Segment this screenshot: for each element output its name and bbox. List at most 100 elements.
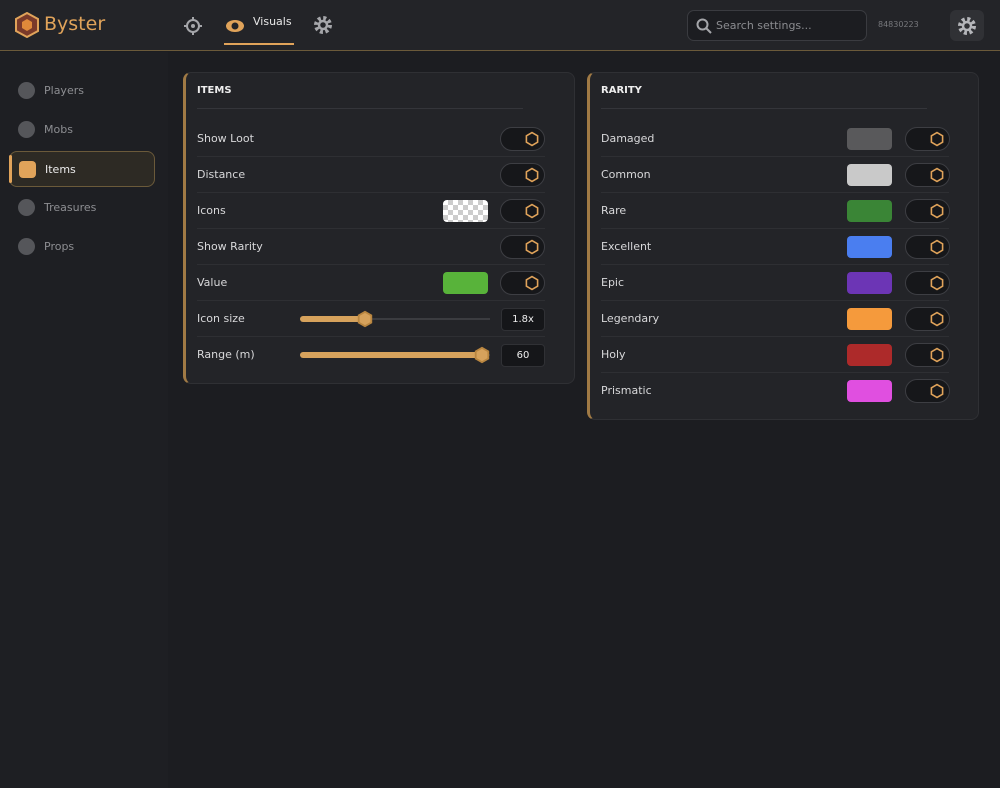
logo [15, 12, 39, 38]
setting-label: Show Loot [197, 132, 254, 145]
aim-tab[interactable] [183, 16, 203, 36]
settings-button[interactable] [950, 10, 984, 41]
slider-fill [300, 316, 365, 322]
setting-row: Legendary [601, 301, 950, 337]
nav-item[interactable]: Treasures [9, 190, 155, 226]
setting-label: Icon size [197, 312, 245, 325]
setting-row: Epic [601, 265, 950, 301]
items-panel: ITEMS Show Loot Distance Icons Show Rarity Va… [183, 72, 575, 384]
toggle[interactable] [500, 271, 545, 295]
separator [197, 108, 523, 109]
slider-fill [300, 352, 483, 358]
toggle[interactable] [500, 163, 545, 187]
hex-knob [475, 346, 490, 364]
setting-row: Holy [601, 337, 950, 373]
color-swatch[interactable] [847, 308, 892, 330]
setting-label: Icons [197, 204, 226, 217]
nav-label: Treasures [44, 201, 97, 214]
search-icon [696, 18, 712, 34]
setting-label: Rare [601, 204, 627, 217]
setting-row: Value [197, 265, 545, 301]
hex-knob [930, 347, 944, 363]
search-placeholder: Search settings... [716, 19, 812, 32]
setting-row: Show Rarity [197, 229, 545, 265]
hex-knob [930, 311, 944, 327]
hex-knob [525, 167, 539, 183]
setting-label: Excellent [601, 240, 652, 253]
hex-knob [525, 203, 539, 219]
nav-item[interactable]: Props [9, 229, 155, 265]
slider-track[interactable] [300, 310, 490, 328]
slider-value[interactable]: 1.8x [501, 308, 545, 331]
visuals-icon [226, 20, 244, 32]
hex-knob [930, 239, 944, 255]
hex-knob [930, 203, 944, 219]
color-swatch[interactable] [443, 272, 488, 294]
setting-row: Distance [197, 157, 545, 193]
settings-tab[interactable] [313, 15, 333, 35]
hex-knob [930, 275, 944, 291]
top-bar: Byster Visuals Search settings... 848302… [0, 0, 1000, 51]
nav-icon [18, 82, 35, 99]
slider-track[interactable] [300, 346, 490, 364]
hex-knob [525, 239, 539, 255]
nav-icon [19, 161, 36, 178]
nav-item[interactable]: Mobs [9, 112, 155, 148]
color-swatch[interactable] [847, 272, 892, 294]
setting-row: Common [601, 157, 950, 193]
setting-row: Icons [197, 193, 545, 229]
toggle[interactable] [500, 235, 545, 259]
toggle[interactable] [500, 127, 545, 151]
setting-row: Range (m) 60 [197, 337, 545, 373]
nav-label: Items [45, 163, 76, 176]
toggle[interactable] [905, 163, 950, 187]
toggle[interactable] [905, 379, 950, 403]
brand: Byster [44, 13, 106, 35]
color-swatch[interactable] [847, 380, 892, 402]
color-swatch[interactable] [443, 200, 488, 222]
panel-title: RARITY [601, 85, 642, 96]
toggle[interactable] [905, 127, 950, 151]
toggle[interactable] [905, 307, 950, 331]
nav-label: Mobs [44, 123, 73, 136]
color-swatch[interactable] [847, 200, 892, 222]
panel-title: ITEMS [197, 85, 232, 96]
visuals-tab[interactable]: Visuals [253, 15, 292, 28]
sidebar: Players Mobs Items Treasures Props [0, 52, 168, 788]
slider-value[interactable]: 60 [501, 344, 545, 367]
hex-knob [930, 131, 944, 147]
toggle[interactable] [905, 343, 950, 367]
toggle[interactable] [905, 199, 950, 223]
setting-row: Prismatic [601, 373, 950, 409]
toggle[interactable] [500, 199, 545, 223]
setting-label: Holy [601, 348, 626, 361]
toggle[interactable] [905, 235, 950, 259]
toggle[interactable] [905, 271, 950, 295]
rarity-panel: RARITY Damaged Common Rare Excellent Epic Lege… [587, 72, 979, 420]
separator [601, 108, 927, 109]
setting-row: Damaged [601, 121, 950, 157]
setting-label: Epic [601, 276, 625, 289]
color-swatch[interactable] [847, 236, 892, 258]
user-id: 84830223 [878, 20, 919, 29]
setting-label: Value [197, 276, 228, 289]
setting-label: Show Rarity [197, 240, 263, 253]
search-box[interactable]: Search settings... [687, 10, 867, 41]
color-swatch[interactable] [847, 164, 892, 186]
setting-row: Show Loot [197, 121, 545, 157]
setting-label: Legendary [601, 312, 660, 325]
nav-label: Players [44, 84, 84, 97]
nav-item[interactable]: Players [9, 73, 155, 109]
nav-item[interactable]: Items [9, 151, 155, 187]
setting-label: Range (m) [197, 348, 255, 361]
nav-label: Props [44, 240, 75, 253]
slider-thumb[interactable] [356, 310, 374, 332]
setting-row: Icon size 1.8x [197, 301, 545, 337]
nav-icon [18, 238, 35, 255]
slider-thumb[interactable] [473, 346, 491, 368]
setting-label: Distance [197, 168, 246, 181]
color-swatch[interactable] [847, 344, 892, 366]
hex-knob [930, 383, 944, 399]
color-swatch[interactable] [847, 128, 892, 150]
